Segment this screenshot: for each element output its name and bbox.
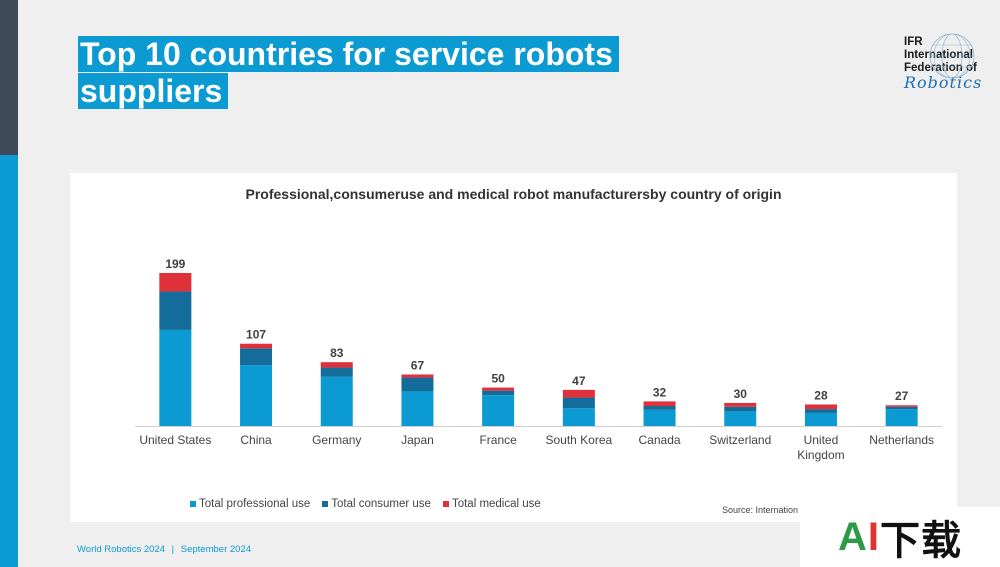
data-label-total: 199	[165, 257, 185, 271]
x-tick-label: United Kingdom	[797, 433, 844, 462]
watermark-logo: A I 下载	[800, 507, 1000, 567]
bar-medical	[320, 362, 353, 368]
side-accent-blue	[0, 155, 18, 567]
bar-professional	[401, 391, 434, 426]
bar-consumer	[643, 406, 676, 410]
legend-label-consumer: Total consumer use	[331, 498, 431, 510]
bar-consumer	[724, 406, 757, 412]
bar-medical	[724, 402, 757, 407]
footer-date: September 2024	[180, 544, 252, 555]
data-label-total: 47	[572, 374, 586, 388]
legend-item-professional: Total professional use	[190, 498, 310, 510]
bar-medical	[643, 401, 676, 407]
bar-consumer	[401, 377, 434, 392]
x-tick-label: United States	[139, 433, 211, 447]
logo-ifr: IFR	[904, 36, 923, 48]
globe-icon	[929, 33, 975, 79]
x-tick-label: Germany	[312, 433, 361, 447]
bar-professional	[724, 411, 757, 426]
legend-swatch-medical	[442, 501, 449, 507]
chart-legend: Total professional use Total consumer us…	[190, 498, 541, 510]
bar-chart: 199 United States 107 China 83 Germany 67 Japan…	[135, 257, 942, 462]
bar-professional	[320, 376, 353, 426]
bar-professional	[804, 412, 837, 426]
chart-title: Professional,consumeruse and medical rob…	[245, 186, 782, 202]
data-label-total: 27	[895, 389, 909, 403]
bar-consumer	[320, 367, 353, 377]
logo-international: International	[904, 49, 974, 61]
x-tick-label: France	[479, 433, 517, 447]
bar-medical	[885, 405, 918, 407]
bar-medical	[562, 389, 595, 398]
x-tick-label: China	[240, 433, 272, 447]
x-tick-label: Canada	[639, 433, 681, 447]
bar-medical	[240, 343, 273, 349]
data-label-total: 28	[814, 388, 828, 402]
legend-label-medical: Total medical use	[451, 498, 541, 510]
bar-professional	[240, 365, 273, 426]
watermark-text: 下载	[880, 519, 962, 563]
legend-swatch-professional	[190, 501, 196, 507]
chart-panel: 199 United States 107 China 83 Germany 67 Japan…	[70, 173, 957, 522]
chart-source: Source: Internation	[722, 505, 799, 515]
bar-consumer	[159, 291, 192, 330]
x-tick-label: Switzerland	[709, 433, 771, 447]
slide-footer: World Robotics 2024 | September 2024	[77, 544, 251, 555]
bar-medical	[401, 374, 434, 378]
logo-federation-of: Federation of	[904, 62, 977, 74]
bar-professional	[885, 409, 918, 426]
footer-publication: World Robotics 2024	[77, 544, 166, 555]
data-label-total: 67	[411, 358, 425, 372]
data-label-total: 83	[330, 346, 344, 360]
bar-consumer	[240, 348, 273, 366]
bar-consumer	[885, 406, 918, 410]
ifr-logo: IFR International Federation of Robotics	[904, 33, 994, 96]
x-tick-label: Japan	[401, 433, 434, 447]
bar-consumer	[804, 409, 837, 413]
data-label-total: 32	[653, 385, 667, 399]
bar-professional	[643, 409, 676, 426]
logo-robotics-script: Robotics	[904, 73, 983, 92]
footer-separator: |	[171, 544, 175, 555]
slide-title-line-2: suppliers	[78, 73, 229, 109]
bar-consumer	[562, 397, 595, 409]
bar-professional	[482, 395, 515, 426]
watermark-a: A	[837, 514, 868, 559]
legend-label-professional: Total professional use	[199, 498, 311, 510]
bar-medical	[804, 404, 837, 410]
x-tick-label: Netherlands	[869, 433, 934, 447]
legend-swatch-consumer	[322, 501, 329, 507]
data-label-total: 107	[246, 328, 266, 342]
watermark-i: I	[867, 514, 880, 559]
legend-item-medical: Total medical use	[442, 498, 541, 510]
bar-professional	[562, 408, 595, 426]
side-accent-dark	[0, 0, 18, 155]
data-label-total: 50	[491, 372, 505, 386]
bar-medical	[159, 273, 192, 292]
x-tick-label: South Korea	[545, 433, 612, 447]
bar-medical	[482, 387, 515, 391]
bar-consumer	[482, 390, 515, 396]
bar-professional	[159, 329, 192, 426]
legend-item-consumer: Total consumer use	[322, 498, 431, 510]
slide-title-line-1: Top 10 countries for service robots	[78, 36, 619, 72]
data-label-total: 30	[734, 387, 748, 401]
